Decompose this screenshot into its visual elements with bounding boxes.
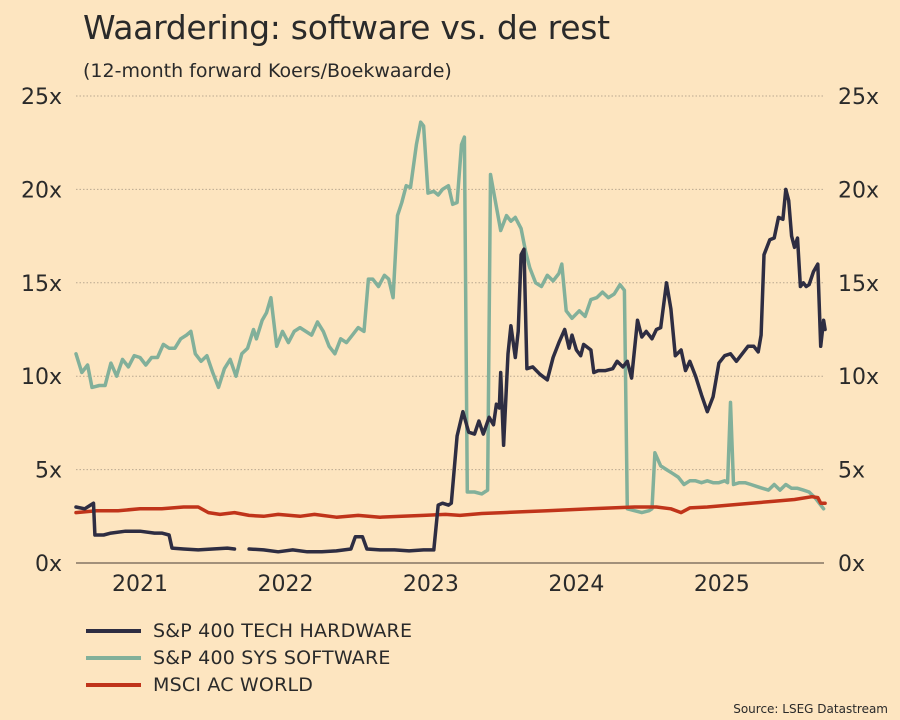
- x-tick-label: 2024: [548, 572, 604, 597]
- series-line-s-p-400-sys-software: [74, 120, 826, 515]
- x-tick-label: 2023: [403, 572, 459, 597]
- gridlines: [76, 95, 824, 471]
- legend-label: S&P 400 TECH HARDWARE: [153, 619, 413, 642]
- legend-swatch-msci-ac-world: [86, 682, 141, 687]
- y-tick-label-right: 0x: [838, 552, 865, 577]
- series-line-s-p-400-tech-hardware: [74, 501, 237, 552]
- y-tick-label-right: 20x: [838, 178, 879, 203]
- legend-swatch-tech-hardware: [86, 628, 141, 633]
- source-note: Source: LSEG Datastream: [733, 702, 888, 716]
- legend-label: S&P 400 SYS SOFTWARE: [153, 646, 391, 669]
- y-tick-label-right: 25x: [838, 85, 879, 110]
- y-tick-label-left: 0x: [35, 552, 62, 577]
- y-tick-label-left: 15x: [21, 272, 62, 297]
- x-tick-label: 2025: [694, 572, 750, 597]
- legend-item-tech-hardware: S&P 400 TECH HARDWARE: [86, 617, 412, 644]
- y-tick-label-left: 10x: [21, 365, 62, 390]
- y-axis-right: 0x 5x 10x 15x 20x 25x: [838, 85, 879, 577]
- y-tick-label-left: 25x: [21, 85, 62, 110]
- y-axis-left: 0x 5x 10x 15x 20x 25x: [21, 85, 62, 577]
- series-line-msci-ac-world: [74, 494, 827, 519]
- series-line-s-p-400-tech-hardware: [247, 187, 827, 554]
- x-axis: 2021 2022 2023 2024 2025: [112, 572, 750, 597]
- y-tick-label-right: 10x: [838, 365, 879, 390]
- y-tick-label-left: 20x: [21, 178, 62, 203]
- legend: S&P 400 TECH HARDWARE S&P 400 SYS SOFTWA…: [86, 617, 412, 698]
- chart-subtitle: (12-month forward Koers/Boekwaarde): [83, 60, 452, 82]
- x-tick-label: 2021: [112, 572, 168, 597]
- legend-item-sys-software: S&P 400 SYS SOFTWARE: [86, 644, 412, 671]
- legend-item-msci-ac-world: MSCI AC WORLD: [86, 671, 412, 698]
- series-lines: [74, 120, 827, 554]
- legend-swatch-sys-software: [86, 655, 141, 660]
- chart-title: Waardering: software vs. de rest: [83, 8, 610, 47]
- y-tick-label-right: 15x: [838, 272, 879, 297]
- legend-label: MSCI AC WORLD: [153, 673, 314, 696]
- y-tick-label-left: 5x: [35, 459, 62, 484]
- y-tick-label-right: 5x: [838, 459, 865, 484]
- x-tick-label: 2022: [257, 572, 313, 597]
